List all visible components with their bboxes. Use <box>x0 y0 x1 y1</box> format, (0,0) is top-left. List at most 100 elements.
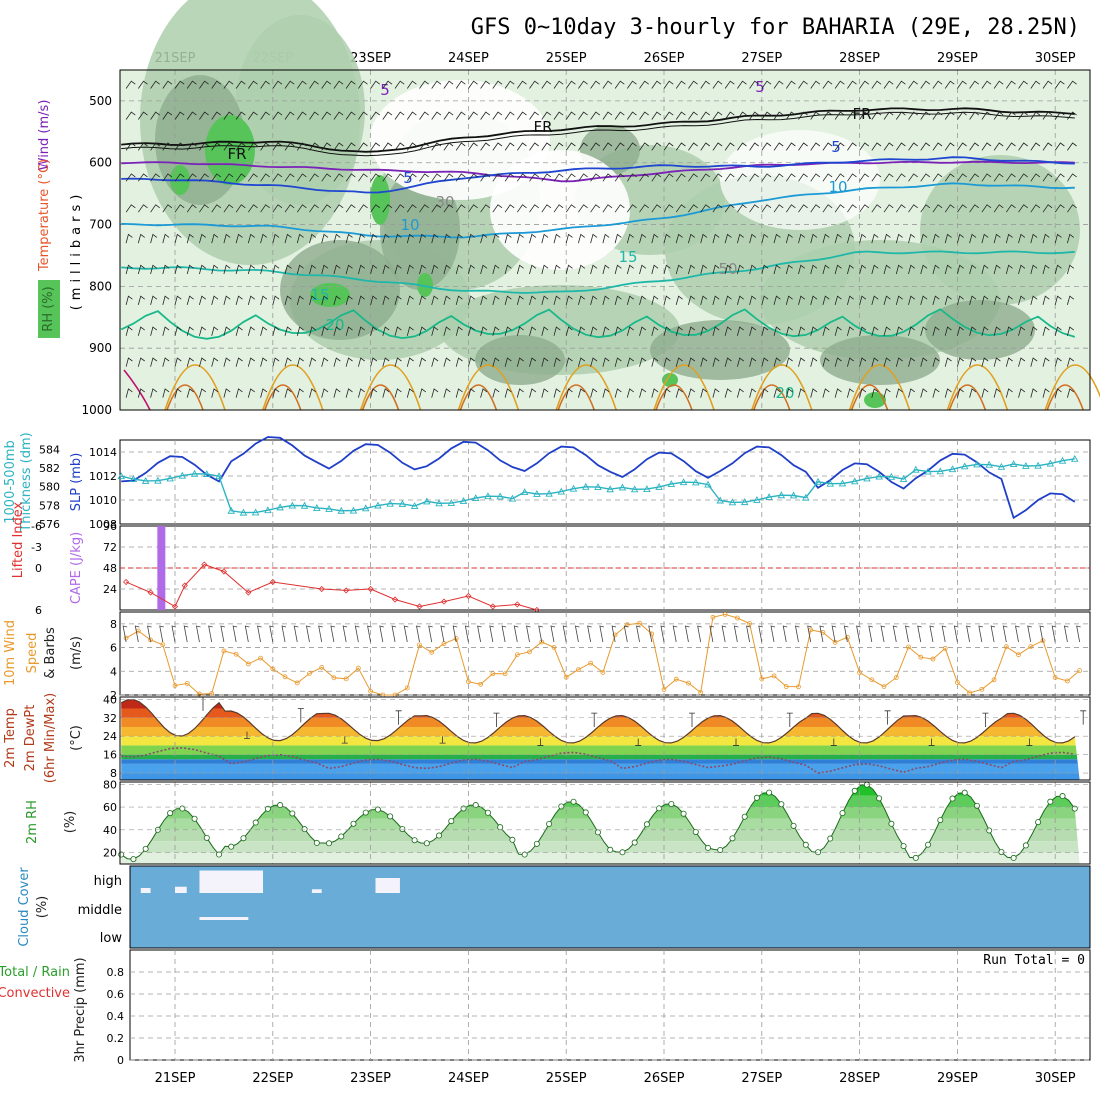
isotherm-30 <box>459 384 498 411</box>
wind-barb <box>162 173 173 182</box>
rh2m-marker <box>827 835 834 842</box>
rh2m-marker <box>1059 793 1066 800</box>
wind-barb <box>590 111 601 120</box>
rh-shade-mid <box>235 15 365 205</box>
thickness-marker <box>459 496 468 504</box>
wind-barb <box>639 204 649 213</box>
wind-barb <box>639 173 649 182</box>
wind-barb <box>492 111 503 120</box>
wind-barb <box>1054 80 1065 89</box>
thickness-marker <box>313 503 321 511</box>
wind-barb <box>847 264 854 275</box>
wind-barb <box>431 173 442 182</box>
wind-barb <box>785 357 793 367</box>
wind-barb <box>822 204 833 213</box>
lifted-index-y-tick-label: -3 <box>31 541 42 554</box>
wind-barb <box>419 111 429 120</box>
wind-barb <box>247 295 255 306</box>
wind-barb <box>333 295 341 306</box>
wind-barb <box>284 388 292 398</box>
wind-barb <box>883 111 894 120</box>
wind-barb <box>969 357 977 367</box>
wind10-speed-marker <box>1077 668 1083 673</box>
wind-barb <box>382 173 393 182</box>
wind-barb <box>345 111 356 120</box>
t2-minmax-bar <box>493 712 500 727</box>
wind-barb <box>296 388 304 398</box>
wind-barb <box>944 233 952 244</box>
wind10-barb <box>599 625 604 643</box>
wind-barb <box>358 233 365 244</box>
wind-barb <box>932 357 940 367</box>
thickness-marker <box>569 484 578 492</box>
wind10-speed-marker <box>661 687 667 692</box>
thickness-marker <box>423 497 431 505</box>
wind-barb <box>688 264 696 275</box>
wind-barb <box>602 233 610 244</box>
isotherm-30 <box>655 384 693 411</box>
wind-barb <box>590 295 598 306</box>
wind-barb <box>749 233 757 244</box>
wind-barb <box>358 388 365 398</box>
wind-barb <box>150 357 158 367</box>
wind-barb <box>186 142 197 151</box>
wind-barb <box>125 264 133 275</box>
wind-barb <box>602 264 610 275</box>
thickness-marker <box>471 494 480 501</box>
wind-barb <box>1005 233 1013 244</box>
wind-barb <box>260 357 268 367</box>
wind-barb <box>859 295 867 306</box>
wind10-barb <box>1063 625 1069 643</box>
wind10-barb <box>208 625 213 643</box>
wind-barb <box>480 357 488 367</box>
contour-label: 20 <box>775 384 794 402</box>
wind10-barb <box>562 625 568 643</box>
thickness-marker <box>655 482 663 490</box>
isotherm-30 <box>264 384 302 411</box>
wind-barb <box>981 326 989 336</box>
wind-barb <box>651 204 662 213</box>
wind-barb <box>614 111 625 120</box>
isotherm-10 <box>121 182 1075 239</box>
wind-barb <box>651 80 662 89</box>
wind10-speed-marker <box>796 684 801 690</box>
wind-barb <box>712 80 723 89</box>
wind-barb <box>602 326 610 336</box>
wind-barb <box>737 388 744 398</box>
wind-barb <box>247 357 255 367</box>
contour-label: 50 <box>718 260 737 278</box>
wind-barb <box>822 233 830 244</box>
isotherm-35 <box>123 369 151 411</box>
wind-barb <box>321 204 332 213</box>
wind-barb <box>1030 264 1038 275</box>
wind10-speed-marker <box>869 677 875 683</box>
wind-barb <box>920 326 928 336</box>
rh2m-marker <box>289 810 296 817</box>
wind-barb <box>260 295 268 306</box>
wind-barb <box>700 173 711 182</box>
wind-barb <box>260 326 268 336</box>
wind-barb <box>602 142 613 151</box>
thickness-marker <box>826 479 835 487</box>
t2-color-band <box>121 773 1080 780</box>
wind-barb <box>223 111 234 120</box>
cape-bar <box>157 526 166 610</box>
wind10-speed-marker <box>404 685 410 691</box>
wind-barb <box>296 204 307 213</box>
wind-barb <box>431 264 439 275</box>
wind10-speed-marker <box>233 651 239 657</box>
wind-barb <box>211 142 222 151</box>
wind-barb <box>957 204 967 213</box>
upper-panel-frame <box>119 69 1091 411</box>
wind10-speed-marker <box>991 677 997 683</box>
wind-barb <box>724 264 732 275</box>
isotherm-30 <box>361 384 400 411</box>
wind-barb <box>1042 264 1050 275</box>
wind-barb <box>883 204 894 213</box>
wind10-speed-marker <box>282 674 288 680</box>
wind-barb <box>969 233 977 244</box>
wind-barb <box>1005 357 1013 367</box>
wind-barb <box>1018 142 1028 151</box>
wind-barb <box>785 204 796 213</box>
